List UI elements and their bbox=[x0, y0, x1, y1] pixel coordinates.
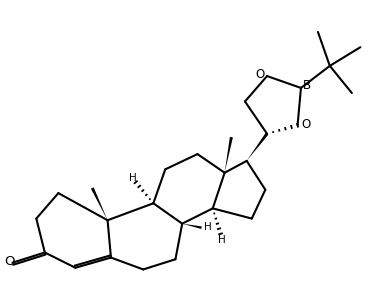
Polygon shape bbox=[182, 224, 202, 229]
Text: H: H bbox=[129, 173, 137, 183]
Text: O: O bbox=[301, 118, 310, 131]
Text: H: H bbox=[218, 235, 226, 245]
Text: H: H bbox=[204, 222, 212, 232]
Text: B: B bbox=[303, 79, 311, 92]
Polygon shape bbox=[225, 137, 233, 173]
Text: O: O bbox=[255, 68, 264, 81]
Polygon shape bbox=[91, 187, 108, 220]
Polygon shape bbox=[247, 133, 268, 161]
Text: O: O bbox=[4, 255, 14, 268]
